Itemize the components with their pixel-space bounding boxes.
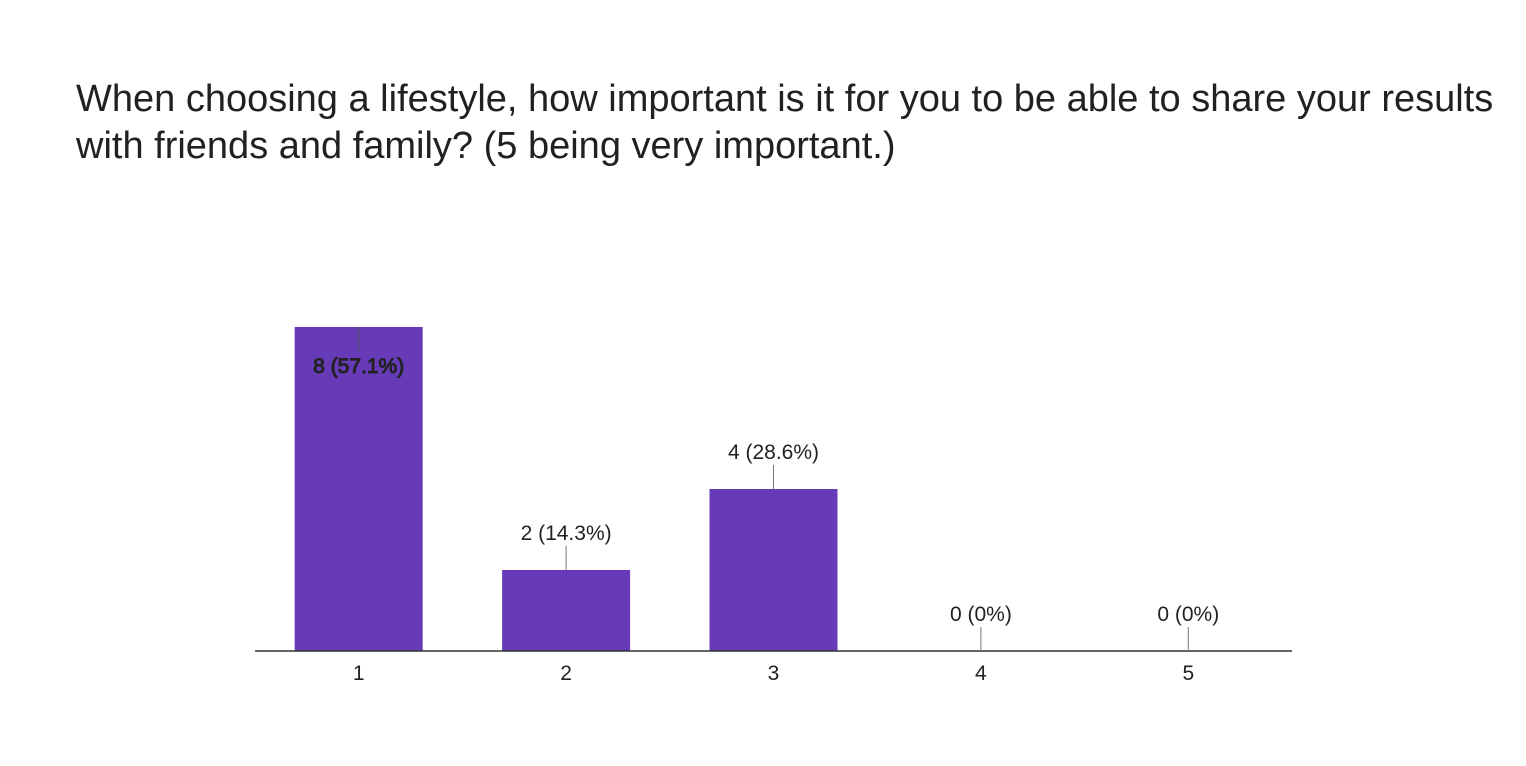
data-label-4: 0 (0%) <box>950 603 1012 626</box>
bar-1 <box>294 327 423 651</box>
data-labels-group: 8 (57.1%) 2 (14.3%) 4 (28.6%) 0 (0%) 0 (0%) <box>313 327 1219 651</box>
data-label-1: 8 (57.1%) <box>313 355 404 378</box>
x-tick-label-2: 2 <box>560 662 572 685</box>
data-label-5: 0 (0%) <box>1157 603 1219 626</box>
chart-title: When choosing a lifestyle, how important… <box>76 78 1494 167</box>
x-tick-label-5: 5 <box>1182 662 1194 685</box>
data-label-2: 2 (14.3%) <box>521 522 612 545</box>
bars-group <box>294 327 838 651</box>
x-tick-label-3: 3 <box>768 662 780 685</box>
x-tick-label-1: 1 <box>353 662 365 685</box>
data-label-3: 4 (28.6%) <box>728 441 819 464</box>
x-tick-label-4: 4 <box>975 662 987 685</box>
bar-3 <box>709 489 838 651</box>
x-tick-labels-group: 1 2 3 4 5 <box>353 662 1194 685</box>
bar-2 <box>502 570 631 651</box>
